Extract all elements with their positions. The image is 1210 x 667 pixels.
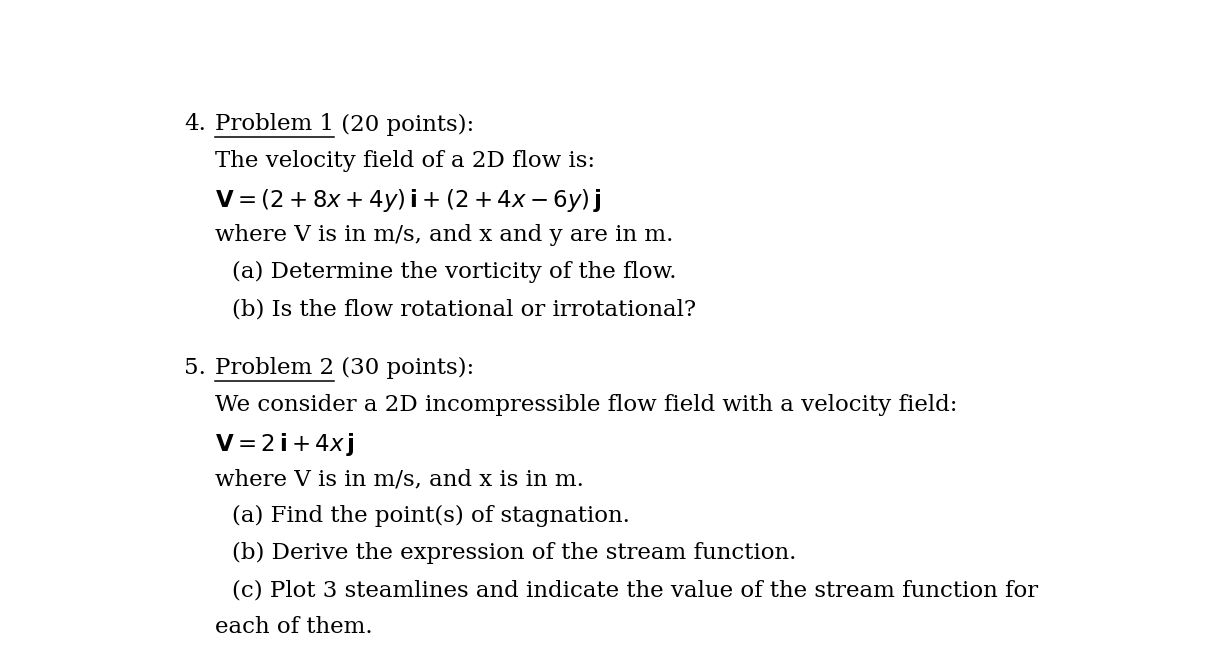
Text: (a) Determine the vorticity of the flow.: (a) Determine the vorticity of the flow. bbox=[232, 261, 676, 283]
Text: We consider a 2D incompressible flow field with a velocity field:: We consider a 2D incompressible flow fie… bbox=[215, 394, 957, 416]
Text: (b) Is the flow rotational or irrotational?: (b) Is the flow rotational or irrotation… bbox=[232, 298, 696, 320]
Text: (a) Find the point(s) of stagnation.: (a) Find the point(s) of stagnation. bbox=[232, 506, 629, 528]
Text: Problem 2: Problem 2 bbox=[215, 358, 334, 380]
Text: 5.: 5. bbox=[184, 358, 206, 380]
Text: where V is in m/s, and x is in m.: where V is in m/s, and x is in m. bbox=[215, 468, 584, 490]
Text: (c) Plot 3 steamlines and indicate the value of the stream function for: (c) Plot 3 steamlines and indicate the v… bbox=[232, 579, 1038, 601]
Text: $\mathbf{V} = 2\,\mathbf{i} + 4x\,\mathbf{j}$: $\mathbf{V} = 2\,\mathbf{i} + 4x\,\mathb… bbox=[215, 432, 355, 458]
Text: 4.: 4. bbox=[184, 113, 206, 135]
Text: (b) Derive the expression of the stream function.: (b) Derive the expression of the stream … bbox=[232, 542, 796, 564]
Text: Problem 1: Problem 1 bbox=[215, 113, 334, 135]
Text: (30 points):: (30 points): bbox=[334, 358, 474, 380]
Text: where V is in m/s, and x and y are in m.: where V is in m/s, and x and y are in m. bbox=[215, 224, 674, 246]
Text: each of them.: each of them. bbox=[215, 616, 373, 638]
Text: $\mathbf{V} = (2 + 8x + 4y)\,\mathbf{i} + (2 + 4x - 6y)\,\mathbf{j}$: $\mathbf{V} = (2 + 8x + 4y)\,\mathbf{i} … bbox=[215, 187, 601, 214]
Text: The velocity field of a 2D flow is:: The velocity field of a 2D flow is: bbox=[215, 150, 595, 172]
Text: (20 points):: (20 points): bbox=[334, 113, 474, 135]
